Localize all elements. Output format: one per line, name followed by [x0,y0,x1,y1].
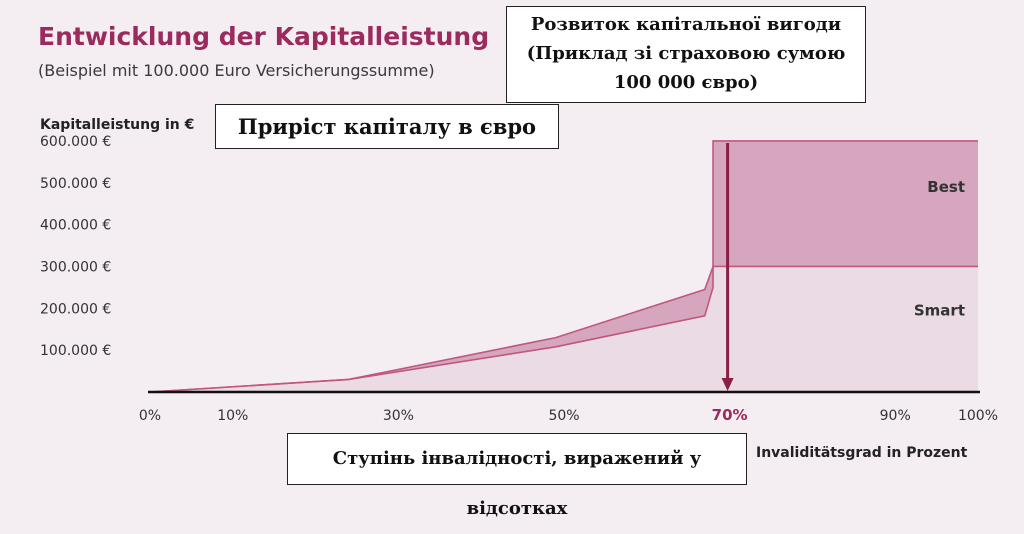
x-tick-label: 70% [712,406,748,424]
x-tick-label: 0% [139,408,161,424]
y-tick-label: 100.000 € [40,343,111,359]
series-area-smart [150,266,978,392]
chart-title: Entwicklung der Kapitalleistung [38,22,490,51]
y-tick-label: 600.000 € [40,134,111,150]
x-tick-label: 90% [880,408,911,424]
x-tick-label: 10% [217,408,248,424]
y-tick-label: 400.000 € [40,218,111,234]
translation-box-title: Розвиток капітальної вигоди (Приклад зі … [506,6,866,103]
x-axis-label: Invaliditätsgrad in Prozent [756,445,968,461]
y-tick-label: 200.000 € [40,301,111,317]
series-label-smart: Smart [914,301,965,319]
x-tick-label: 50% [548,408,579,424]
series-line-smart [149,265,978,393]
y-tick-label: 300.000 € [40,259,111,275]
capital-benefit-chart: 100.000 € 200.000 € 300.000 € 400.000 € 500.… [40,134,998,424]
translation-title-line-1: Розвиток капітальної вигоди [530,14,842,35]
chart-subtitle: (Beispiel mit 100.000 Euro Versicherungs… [38,61,435,80]
translation-box-y-label: Приріст капіталу в євро [215,104,559,149]
translation-box-x-label: Ступінь інвалідності, виражений у відсот… [287,433,747,519]
x-tick-label: 30% [383,408,414,424]
x-tick-label: 100% [958,408,998,424]
threshold-marker-arrowhead [721,378,734,391]
series-label-best: Best [927,178,965,196]
translation-title-line-3: 100 000 євро) [613,72,759,93]
y-tick-label: 500.000 € [40,176,111,192]
y-axis-label: Kapitalleistung in € [40,117,195,133]
translation-title-line-2: (Приклад зі страховою сумою [526,43,846,64]
